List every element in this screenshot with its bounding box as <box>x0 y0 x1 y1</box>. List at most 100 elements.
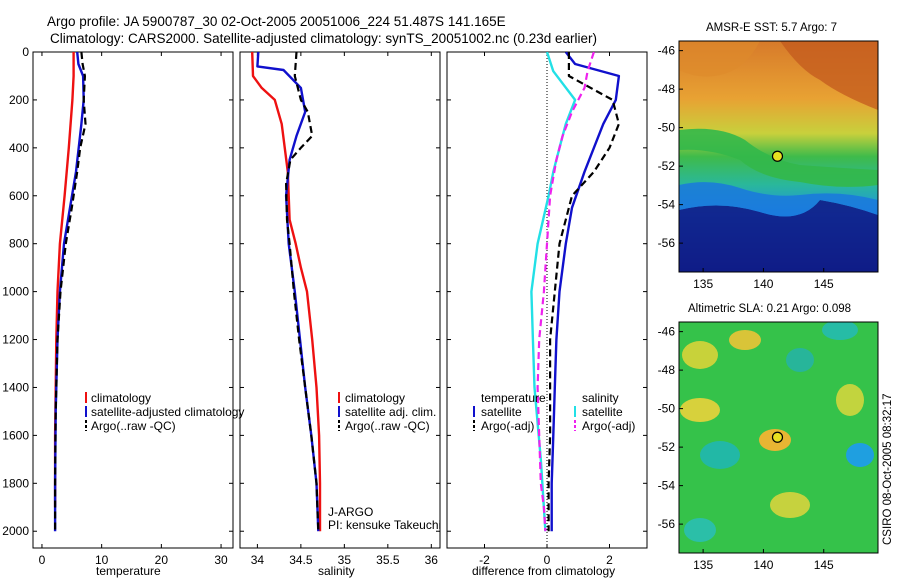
sla-high-patch <box>729 330 761 350</box>
y-tick-label: 0 <box>22 45 29 59</box>
y-tick-label: 400 <box>9 141 29 155</box>
sla-low-patch <box>822 322 858 340</box>
y-tick-label: -46 <box>658 325 676 339</box>
y-tick-label: -54 <box>658 479 676 493</box>
y-tick-label: 1400 <box>2 380 29 394</box>
sst-map-title: AMSR-E SST: 5.7 Argo: 7 <box>706 22 837 34</box>
y-tick-label: 600 <box>9 189 29 203</box>
legend-column-salinity: salinity <box>582 391 619 405</box>
x-tick-label: 140 <box>753 558 773 572</box>
sla-map: 135 140 145 -46 -48 -50 -52 -54 -56 <box>658 321 879 572</box>
legend-label-sal-satellite: satellite <box>582 405 623 419</box>
y-tick-label: 200 <box>9 93 29 107</box>
sla-low-patch <box>684 518 716 542</box>
sst-cold-water <box>679 200 878 272</box>
x-tick-label: 34.5 <box>289 553 313 567</box>
x-tick-label: 30 <box>214 553 228 567</box>
sla-high-patch <box>682 341 718 369</box>
difference-axis-label: difference from climatology <box>472 564 615 578</box>
legend-label-sal-argo: Argo(-adj) <box>582 419 635 433</box>
series-line-salinity-argo-adj <box>536 52 595 532</box>
y-tick-label: 2000 <box>2 524 29 538</box>
y-tick-label: -48 <box>658 363 676 377</box>
y-tick-label: 800 <box>9 237 29 251</box>
pi-annotation: PI: kensuke Takeuchi <box>328 518 441 532</box>
x-tick-label: 35 <box>338 553 352 567</box>
header-line1: Argo profile: JA 5900787_30 02-Oct-2005 … <box>47 14 506 29</box>
series-line-satellite-adjusted-climatology <box>53 52 85 532</box>
y-tick-label: -56 <box>658 236 676 250</box>
x-tick-label: 10 <box>95 553 109 567</box>
y-tick-label: -48 <box>658 82 676 96</box>
series-line-argo-raw-qc <box>53 52 87 532</box>
x-tick-label: 140 <box>753 277 773 291</box>
x-tick-label: 0 <box>39 553 46 567</box>
y-tick-label: -56 <box>658 517 676 531</box>
sla-low-patch <box>700 441 740 469</box>
legend-label-satellite-adj: satellite adj. clim. <box>345 405 436 419</box>
x-tick-label: 135 <box>693 558 713 572</box>
credit-label: CSIRO 08-Oct-2005 08:32:17 <box>882 394 894 546</box>
y-tick-label: -46 <box>658 44 676 58</box>
header-line2: Climatology: CARS2000. Satellite-adjuste… <box>50 31 597 46</box>
y-tick-label: -54 <box>658 198 676 212</box>
legend-label-argo: Argo(..raw -QC) <box>345 419 430 433</box>
legend-label-temp-satellite: satellite <box>481 405 522 419</box>
sst-mid-blue <box>679 182 878 217</box>
salinity-legend: climatology satellite adj. clim. Argo(..… <box>338 391 436 433</box>
sla-high-patch <box>836 384 864 416</box>
sla-map-title: Altimetric SLA: 0.21 Argo: 0.098 <box>688 303 851 315</box>
series-line-climatology <box>53 52 75 508</box>
legend-column-temperature: temperature <box>481 391 546 405</box>
y-tick-label: 1800 <box>2 476 29 490</box>
legend-label-climatology: climatology <box>345 391 405 405</box>
y-tick-label: -50 <box>658 402 676 416</box>
legend-label-argo: Argo(..raw -QC) <box>91 419 176 433</box>
x-tick-label: 135 <box>693 277 713 291</box>
salinity-plot-frame <box>239 51 441 549</box>
salinity-plot: 34 34.5 35 35.5 36 <box>240 51 440 567</box>
sst-map: 135 140 145 -46 -48 -50 -52 -54 -56 <box>658 40 879 291</box>
sst-front-zone <box>679 128 878 187</box>
argo-float-marker <box>771 150 784 162</box>
x-tick-label: -2 <box>479 553 490 567</box>
difference-plot: -2 0 2 <box>447 51 647 567</box>
series-line-climatology <box>251 52 322 532</box>
x-tick-label: 2 <box>606 553 613 567</box>
argo-float-marker <box>771 431 784 443</box>
legend-label-satellite-adjusted: satellite-adjusted climatology <box>91 405 244 419</box>
x-tick-label: 35.5 <box>376 553 400 567</box>
salinity-axis-label: salinity <box>318 564 355 578</box>
y-tick-label: 1000 <box>2 285 29 299</box>
legend-label-climatology: climatology <box>91 391 151 405</box>
y-tick-label: -50 <box>658 121 676 135</box>
temperature-plot: 0 10 20 30 0 200 400 600 800 1000 1200 1400 1600 1800… <box>2 45 233 567</box>
sla-high-patch <box>770 492 810 518</box>
sst-warm-patch-2 <box>679 41 760 77</box>
series-line-temperature-satellite <box>550 52 621 532</box>
x-tick-label: 145 <box>814 558 834 572</box>
temperature-legend: climatology satellite-adjusted climatolo… <box>85 391 244 433</box>
project-annotation: J-ARGO <box>328 505 373 519</box>
series-group <box>251 52 322 532</box>
y-tick-label: 1600 <box>2 428 29 442</box>
difference-legend: temperature salinity satellite Argo(-adj… <box>473 391 635 433</box>
sla-map-frame <box>678 321 879 554</box>
sla-low-patch <box>786 348 814 372</box>
legend-label-temp-argo: Argo(-adj) <box>481 419 534 433</box>
x-tick-label: 20 <box>155 553 169 567</box>
series-line-temperature-argo-adj <box>547 52 621 532</box>
sst-warm-patch <box>780 41 878 110</box>
y-tick-label: -52 <box>658 159 676 173</box>
sst-map-frame <box>678 40 879 273</box>
sla-low-patch <box>846 443 874 467</box>
series-line-satellite-adj-clim <box>256 52 320 532</box>
sla-high-patch <box>680 398 720 422</box>
temperature-plot-frame <box>32 51 234 549</box>
x-tick-label: 34 <box>251 553 265 567</box>
y-tick-label: 1200 <box>2 333 29 347</box>
y-tick-label: -52 <box>658 440 676 454</box>
series-line-argo-raw-qc <box>285 52 320 532</box>
x-tick-label: 145 <box>814 277 834 291</box>
